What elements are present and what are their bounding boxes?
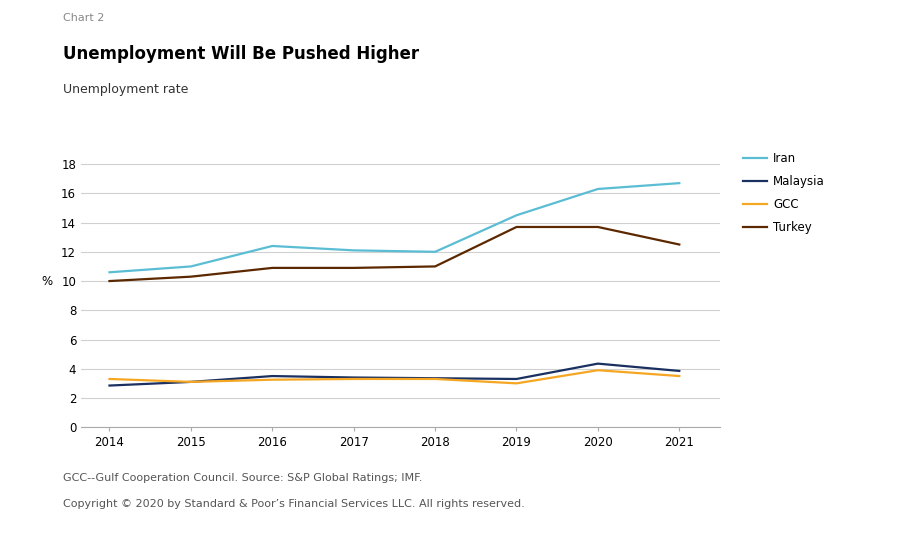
- Text: Chart 2: Chart 2: [63, 13, 104, 23]
- Text: GCC--Gulf Cooperation Council. Source: S&P Global Ratings; IMF.: GCC--Gulf Cooperation Council. Source: S…: [63, 473, 422, 483]
- Legend: Iran, Malaysia, GCC, Turkey: Iran, Malaysia, GCC, Turkey: [739, 147, 830, 239]
- Text: Unemployment rate: Unemployment rate: [63, 83, 188, 96]
- Y-axis label: %: %: [41, 276, 53, 288]
- Text: Copyright © 2020 by Standard & Poor’s Financial Services LLC. All rights reserve: Copyright © 2020 by Standard & Poor’s Fi…: [63, 499, 525, 509]
- Text: Unemployment Will Be Pushed Higher: Unemployment Will Be Pushed Higher: [63, 45, 419, 64]
